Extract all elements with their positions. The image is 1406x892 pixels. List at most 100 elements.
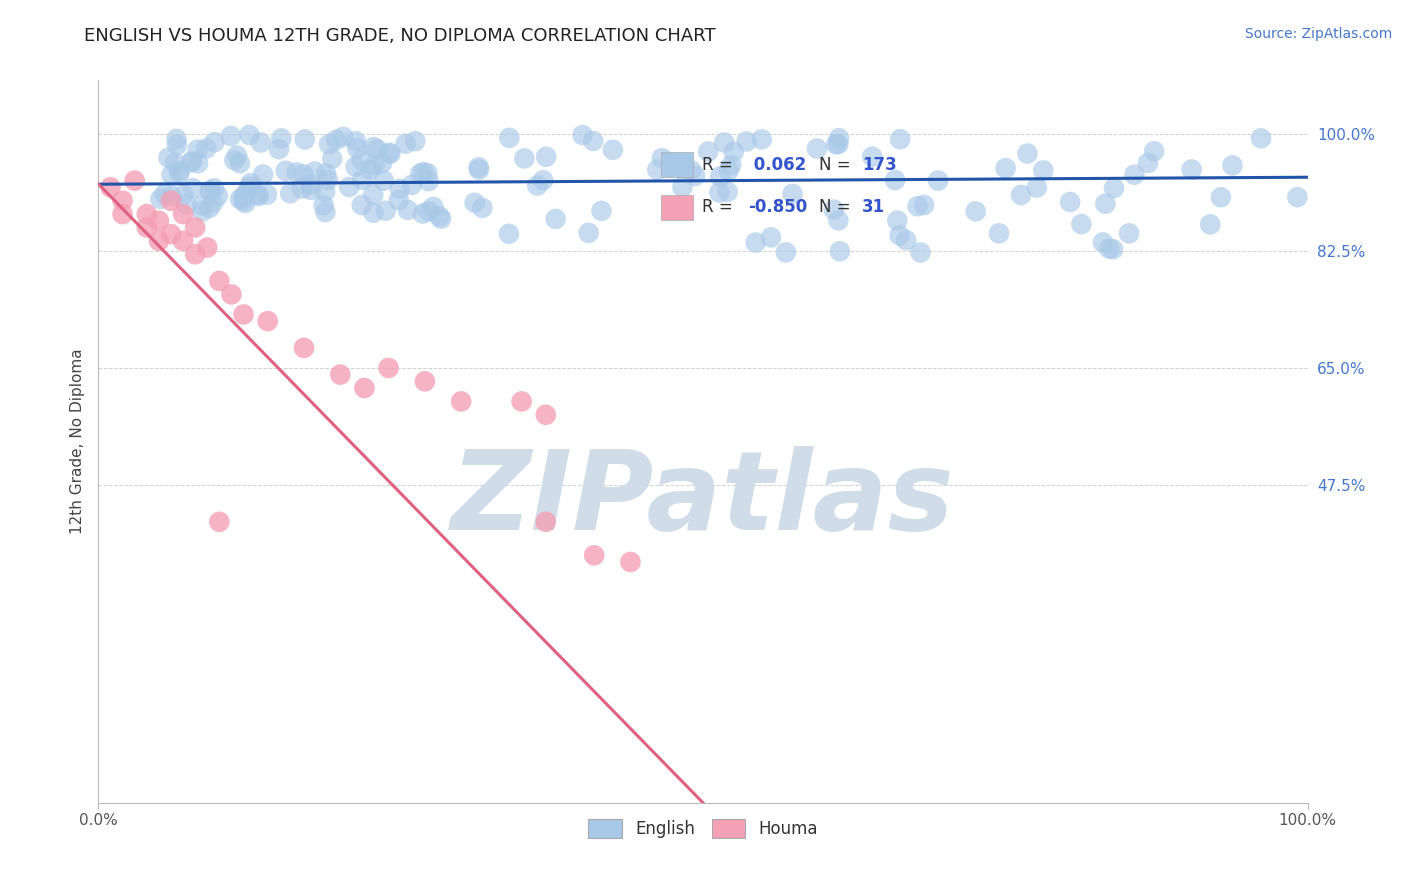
Point [430,211,453,226]
Point [571,128,593,142]
Point [198,201,221,215]
Point [202,181,225,195]
Point [325,133,347,147]
Point [467,160,489,174]
Point [450,394,472,409]
Point [229,192,252,206]
Point [256,187,278,202]
Point [988,227,1011,241]
Point [232,194,254,208]
Point [256,314,278,328]
Point [1136,156,1159,170]
Point [427,209,450,223]
Point [591,203,613,218]
Point [169,166,191,180]
Point [388,182,411,196]
Point [647,162,669,177]
Point [388,193,411,207]
Point [534,408,557,422]
Point [1032,163,1054,178]
Point [544,211,567,226]
Point [318,137,340,152]
Point [291,181,314,195]
Point [219,129,242,144]
Point [350,198,373,212]
Point [1091,235,1114,250]
Point [418,204,440,219]
Point [299,183,322,197]
Point [619,555,641,569]
Point [172,207,194,221]
Point [1199,218,1222,232]
Point [1143,145,1166,159]
Point [235,186,257,201]
Point [1102,243,1125,257]
Point [332,129,354,144]
Point [180,155,202,169]
Point [377,361,399,376]
Point [1181,162,1204,177]
Point [889,228,911,243]
Point [148,234,170,248]
Point [314,205,336,219]
Point [270,131,292,145]
Point [247,188,270,202]
Point [498,131,520,145]
Point [582,134,605,148]
Point [207,188,229,202]
Point [825,137,848,152]
Point [321,152,343,166]
Point [828,131,851,145]
Point [278,186,301,201]
Point [298,178,321,192]
Point [907,199,929,213]
Point [1250,131,1272,145]
Point [148,214,170,228]
Point [651,151,673,165]
Point [513,152,536,166]
Point [195,141,218,155]
Text: Source: ZipAtlas.com: Source: ZipAtlas.com [1244,27,1392,41]
Point [315,166,337,180]
Point [232,307,254,322]
Point [717,163,740,178]
Point [292,167,315,181]
Point [422,200,444,214]
Point [229,156,252,170]
Point [1286,190,1309,204]
Point [744,235,766,250]
Point [713,136,735,150]
Point [292,341,315,355]
Point [304,164,326,178]
Point [709,186,731,200]
Point [412,165,434,179]
Point [709,169,731,184]
Point [238,179,260,194]
Point [910,245,932,260]
Y-axis label: 12th Grade, No Diploma: 12th Grade, No Diploma [69,349,84,534]
Point [221,287,243,301]
Point [886,213,908,227]
Point [173,187,195,202]
Point [184,220,207,235]
Point [294,132,316,146]
Point [823,202,845,217]
Point [884,173,907,187]
Point [374,203,396,218]
Text: R =: R = [702,198,738,217]
Point [252,168,274,182]
Point [100,180,122,194]
Text: 173: 173 [862,155,897,174]
Point [927,173,949,187]
Point [1017,146,1039,161]
Point [166,132,188,146]
Point [418,174,440,188]
Point [1025,180,1047,194]
Point [187,143,209,157]
Point [359,162,381,177]
Point [806,142,828,156]
Point [1222,158,1244,172]
Point [135,220,157,235]
Point [380,146,402,161]
Point [337,180,360,194]
